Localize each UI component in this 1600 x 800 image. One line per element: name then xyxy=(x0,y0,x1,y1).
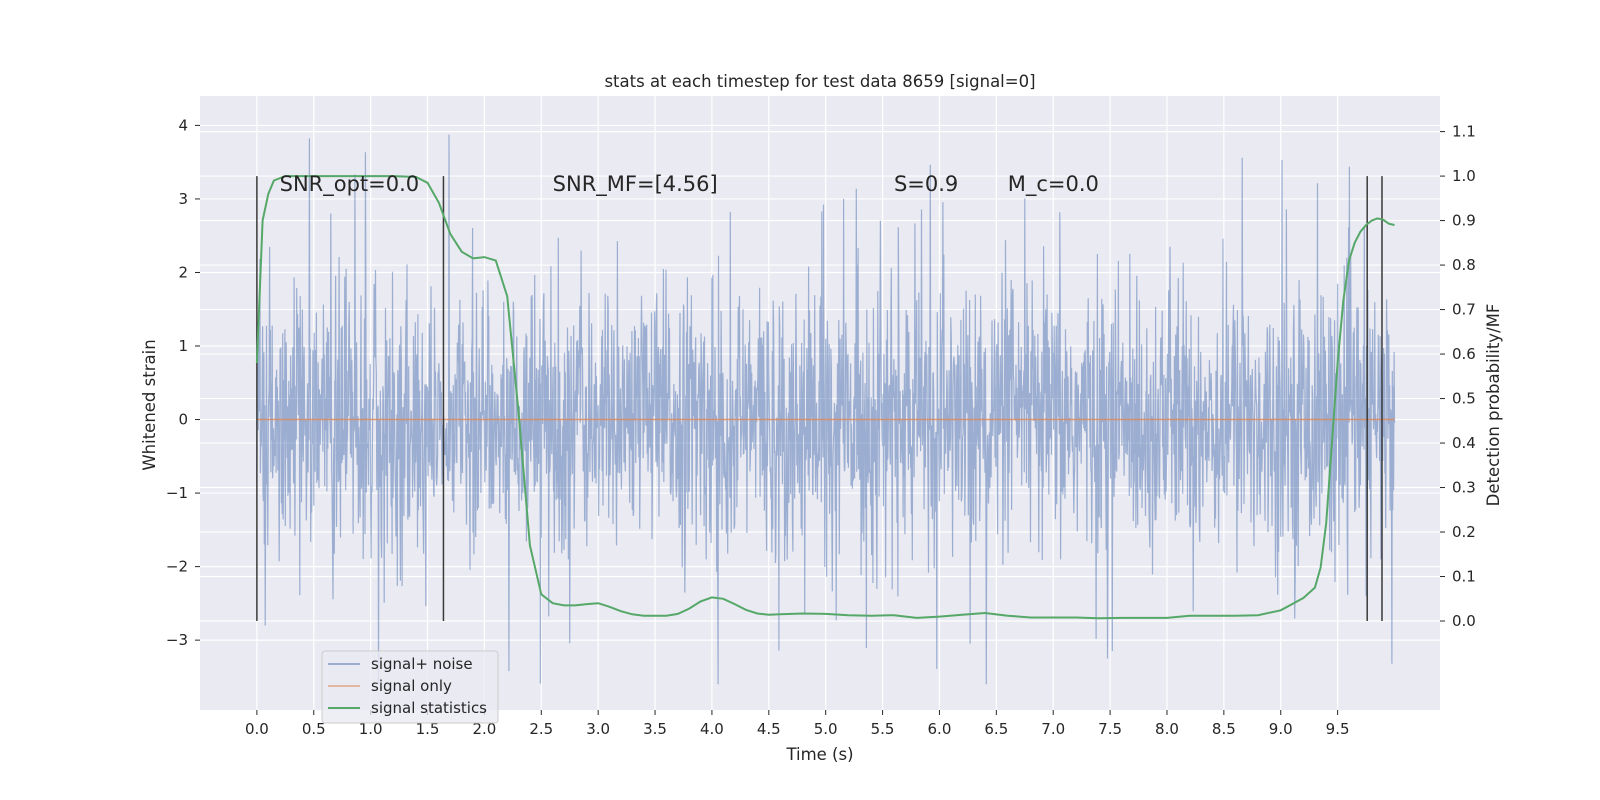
y-right-tick-label: 0.2 xyxy=(1452,523,1476,541)
legend-label-signal-only: signal only xyxy=(371,677,452,695)
x-tick-label: 4.0 xyxy=(700,720,724,738)
x-tick-label: 8.0 xyxy=(1155,720,1179,738)
y-right-tick-label: 0.4 xyxy=(1452,434,1476,452)
x-tick-label: 9.5 xyxy=(1326,720,1350,738)
annotations: SNR_opt=0.0 SNR_MF=[4.56] S=0.9 M_c=0.0 xyxy=(280,172,1099,197)
x-tick-label: 3.5 xyxy=(643,720,667,738)
chart-title: stats at each timestep for test data 865… xyxy=(604,72,1035,91)
y-axis-right: 0.0 0.1 0.2 0.3 0.4 0.5 0.6 0.7 0.8 0.9 1.0 1.1 xyxy=(1440,123,1476,630)
annotation-snr-opt: SNR_opt=0.0 xyxy=(280,172,420,197)
y-tick-label: 2 xyxy=(178,263,188,281)
x-tick-label: 9.0 xyxy=(1269,720,1293,738)
x-tick-label: 5.5 xyxy=(871,720,895,738)
y-tick-label: −2 xyxy=(166,558,188,576)
y-axis-label: Whitened strain xyxy=(140,339,159,470)
y-tick-label: 0 xyxy=(178,411,188,429)
y-tick-label: −1 xyxy=(166,484,188,502)
annotation-mc: M_c=0.0 xyxy=(1008,172,1099,197)
x-axis-label: Time (s) xyxy=(785,745,853,764)
y-right-tick-label: 0.3 xyxy=(1452,479,1476,497)
legend: signal+ noise signal only signal statist… xyxy=(321,650,499,724)
y-tick-label: 4 xyxy=(178,116,188,134)
x-tick-label: 2.5 xyxy=(529,720,553,738)
y-right-tick-label: 0.8 xyxy=(1452,256,1476,274)
y-right-tick-label: 0.0 xyxy=(1452,612,1476,630)
x-tick-label: 3.0 xyxy=(586,720,610,738)
x-tick-label: 2.0 xyxy=(472,720,496,738)
y-right-tick-label: 1.1 xyxy=(1452,123,1476,141)
x-tick-label: 1.0 xyxy=(359,720,383,738)
x-tick-label: 0.0 xyxy=(245,720,269,738)
x-tick-label: 8.5 xyxy=(1212,720,1236,738)
y-tick-label: 1 xyxy=(178,337,188,355)
annotation-s: S=0.9 xyxy=(894,172,958,196)
x-tick-label: 5.0 xyxy=(814,720,838,738)
x-tick-label: 7.0 xyxy=(1041,720,1065,738)
signal-noise-trace xyxy=(256,134,1396,685)
y-right-tick-label: 0.7 xyxy=(1452,301,1476,319)
vertical-markers xyxy=(256,176,1383,622)
x-tick-label: 4.5 xyxy=(757,720,781,738)
x-axis: 0.0 0.5 1.0 1.5 2.0 2.5 3.0 3.5 4.0 4.5 5.0 5.5 6.0 6… xyxy=(245,710,1350,738)
y-axis-left: −3 −2 −1 0 1 2 3 4 xyxy=(166,116,200,649)
y-right-tick-label: 1.0 xyxy=(1452,167,1476,185)
legend-label-signal-noise: signal+ noise xyxy=(371,655,473,673)
x-tick-label: 7.5 xyxy=(1098,720,1122,738)
annotation-snr-mf: SNR_MF=[4.56] xyxy=(553,172,718,197)
x-tick-label: 1.5 xyxy=(416,720,440,738)
legend-label-signal-statistics: signal statistics xyxy=(371,699,487,717)
signal-noise-series xyxy=(256,134,1396,685)
y-right-tick-label: 0.1 xyxy=(1452,568,1476,586)
y-axis-right-label: Detection probability/MF xyxy=(1484,304,1503,507)
y-tick-label: −3 xyxy=(166,631,188,649)
legend-box xyxy=(321,650,499,724)
y-right-tick-label: 0.6 xyxy=(1452,345,1476,363)
x-tick-label: 6.5 xyxy=(984,720,1008,738)
x-tick-label: 0.5 xyxy=(302,720,326,738)
y-right-tick-label: 0.5 xyxy=(1452,390,1476,408)
y-right-tick-label: 0.9 xyxy=(1452,212,1476,230)
y-tick-label: 3 xyxy=(178,190,188,208)
signal-statistics-series xyxy=(255,175,1395,620)
x-tick-label: 6.0 xyxy=(928,720,952,738)
